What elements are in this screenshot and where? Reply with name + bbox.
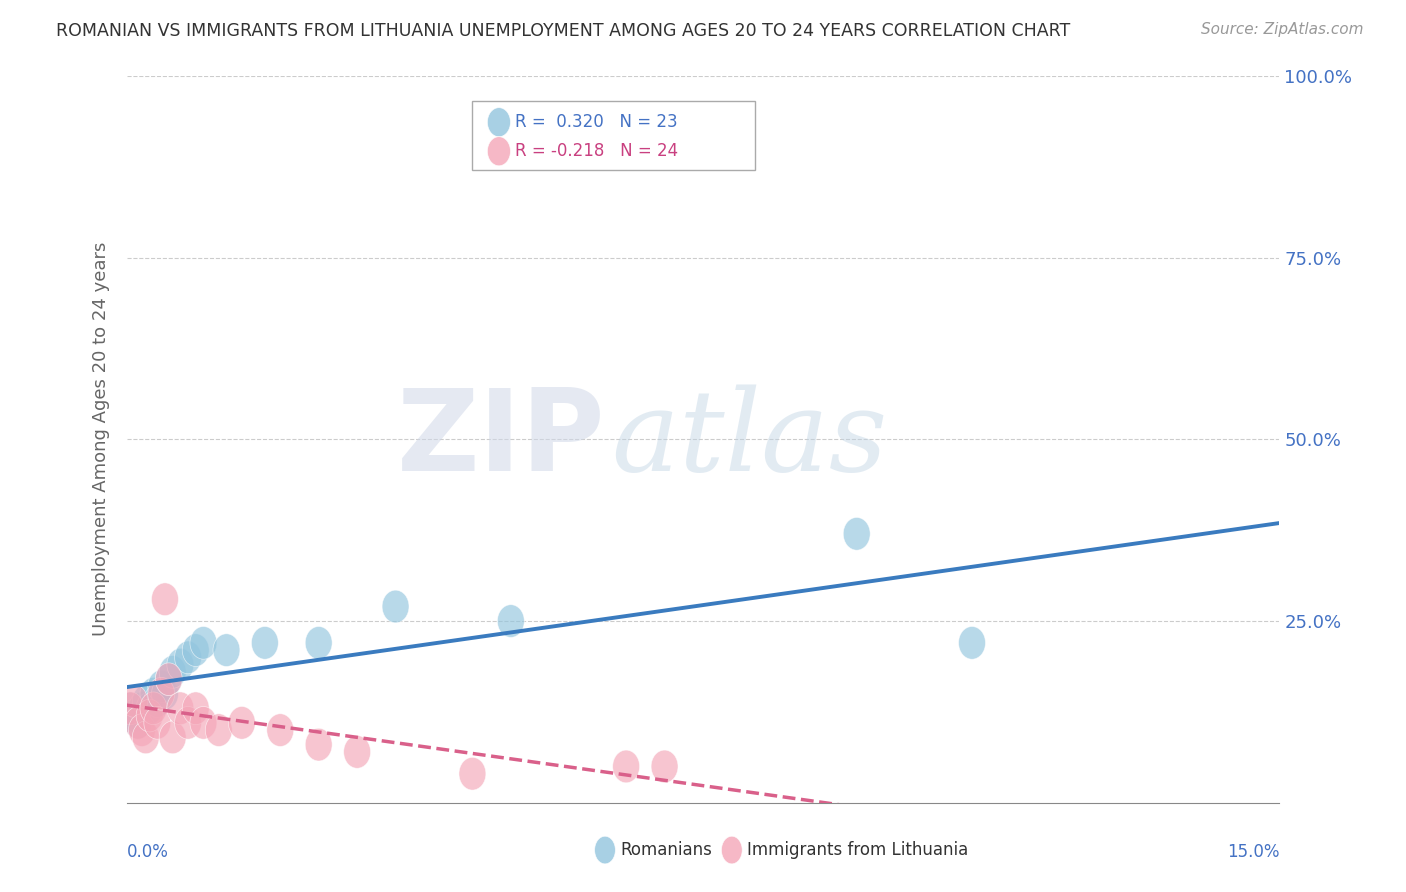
Ellipse shape [844,517,870,550]
Ellipse shape [143,706,170,739]
Ellipse shape [252,626,278,659]
Ellipse shape [125,706,152,739]
Ellipse shape [343,736,371,768]
Ellipse shape [498,605,524,638]
Ellipse shape [167,648,194,681]
Ellipse shape [228,706,256,739]
Ellipse shape [595,836,616,863]
Ellipse shape [121,685,148,717]
Text: Source: ZipAtlas.com: Source: ZipAtlas.com [1201,22,1364,37]
Ellipse shape [155,663,183,696]
Ellipse shape [651,750,678,783]
Ellipse shape [488,108,510,136]
Ellipse shape [183,634,209,666]
Ellipse shape [183,692,209,724]
Ellipse shape [167,692,194,724]
Ellipse shape [488,136,510,166]
Ellipse shape [159,656,186,689]
Ellipse shape [125,706,152,739]
Text: 15.0%: 15.0% [1227,843,1279,861]
Ellipse shape [143,685,170,717]
Ellipse shape [128,692,155,724]
Ellipse shape [190,706,217,739]
Ellipse shape [117,692,143,724]
Text: ROMANIAN VS IMMIGRANTS FROM LITHUANIA UNEMPLOYMENT AMONG AGES 20 TO 24 YEARS COR: ROMANIAN VS IMMIGRANTS FROM LITHUANIA UN… [56,22,1070,40]
Ellipse shape [136,699,163,732]
Ellipse shape [458,757,486,790]
Ellipse shape [174,706,201,739]
Ellipse shape [136,692,163,724]
Ellipse shape [205,714,232,747]
Ellipse shape [155,663,183,696]
Ellipse shape [613,750,640,783]
Ellipse shape [117,692,143,724]
Ellipse shape [148,670,174,703]
Ellipse shape [190,626,217,659]
Text: atlas: atlas [610,384,887,494]
Ellipse shape [159,721,186,754]
Ellipse shape [174,641,201,673]
Ellipse shape [305,728,332,761]
Ellipse shape [305,626,332,659]
Ellipse shape [148,677,174,710]
Ellipse shape [132,685,159,717]
FancyBboxPatch shape [472,102,755,170]
Ellipse shape [382,591,409,623]
Ellipse shape [141,692,167,724]
Text: R =  0.320   N = 23: R = 0.320 N = 23 [515,113,678,131]
Text: 0.0%: 0.0% [127,843,169,861]
Text: Immigrants from Lithuania: Immigrants from Lithuania [747,841,969,859]
Text: R = -0.218   N = 24: R = -0.218 N = 24 [515,142,678,161]
Text: Romanians: Romanians [620,841,711,859]
Ellipse shape [128,714,155,747]
Ellipse shape [141,677,167,710]
Ellipse shape [267,714,294,747]
Ellipse shape [721,836,742,863]
Ellipse shape [132,721,159,754]
Ellipse shape [214,634,240,666]
Ellipse shape [121,699,148,732]
Y-axis label: Unemployment Among Ages 20 to 24 years: Unemployment Among Ages 20 to 24 years [91,242,110,637]
Ellipse shape [959,626,986,659]
Text: ZIP: ZIP [396,384,605,495]
Ellipse shape [152,582,179,615]
Ellipse shape [152,677,179,710]
